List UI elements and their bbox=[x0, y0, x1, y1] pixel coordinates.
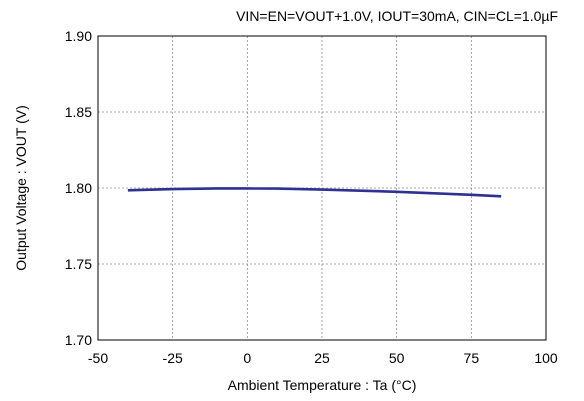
x-axis-label: Ambient Temperature : Ta (°C) bbox=[228, 377, 417, 393]
x-tick-label: 100 bbox=[534, 350, 558, 366]
x-tick-label: 0 bbox=[243, 350, 251, 366]
x-tick-label: -25 bbox=[163, 350, 183, 366]
y-tick-labels: 1.70 1.75 1.80 1.85 1.90 bbox=[65, 28, 92, 348]
y-tick-label: 1.70 bbox=[65, 332, 92, 348]
y-axis-label: Output Voltage : VOUT (V) bbox=[13, 105, 29, 270]
x-tick-label: -50 bbox=[88, 350, 108, 366]
y-tick-label: 1.75 bbox=[65, 256, 92, 272]
y-tick-label: 1.85 bbox=[65, 104, 92, 120]
x-tick-label: 75 bbox=[464, 350, 480, 366]
x-tick-labels: -50 -25 0 25 50 75 100 bbox=[88, 350, 558, 366]
plot-frame bbox=[97, 35, 547, 341]
y-tick-label: 1.80 bbox=[65, 180, 92, 196]
x-tick-label: 25 bbox=[314, 350, 330, 366]
y-tick-label: 1.90 bbox=[65, 28, 92, 44]
series-line bbox=[127, 187, 502, 198]
x-tick-label: 50 bbox=[389, 350, 405, 366]
conditions-text: VIN=EN=VOUT+1.0V, IOUT=30mA, CIN=CL=1.0µ… bbox=[236, 8, 558, 24]
series-layer bbox=[127, 187, 502, 198]
